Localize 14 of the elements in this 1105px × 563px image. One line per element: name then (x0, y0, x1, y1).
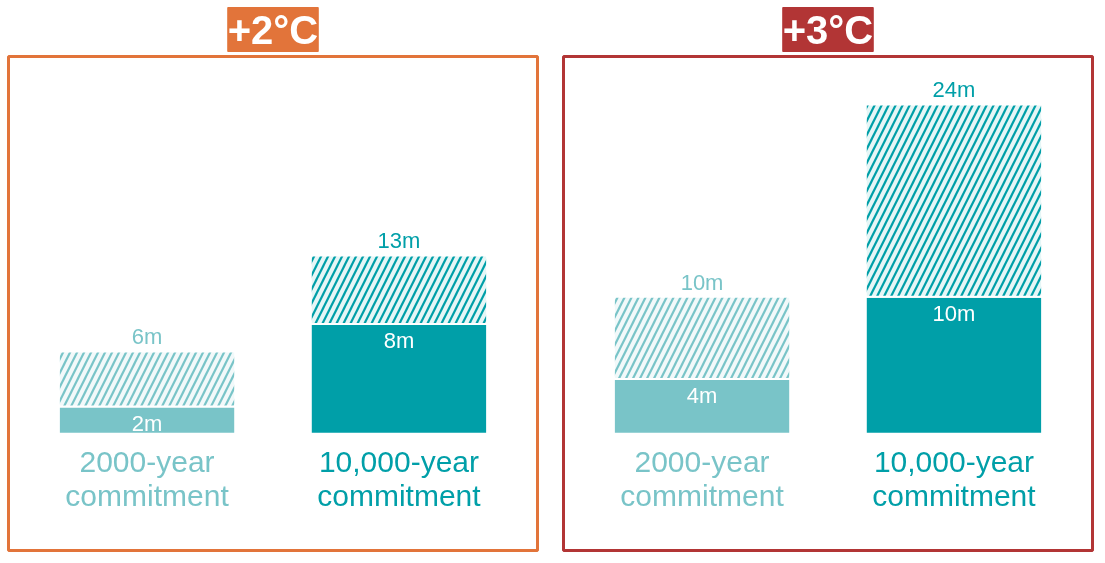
total-label: 10m (680, 269, 724, 295)
x-tick-label: 10,000-year commitment (872, 444, 1037, 513)
data-label: 8m (383, 328, 415, 354)
x-tick-label: 2000-year commitment (620, 444, 785, 513)
x-tick-label: 2000-year commitment (65, 444, 230, 513)
x-tick-label: 10,000-year commitment (317, 444, 482, 513)
data-label: 10m (932, 300, 976, 326)
chart-title: +2°C (227, 7, 319, 52)
total-label: 24m (932, 77, 976, 103)
data-label: 4m (686, 383, 718, 409)
total-label: 13m (377, 228, 421, 254)
chart-title: +3°C (782, 7, 874, 52)
total-label: 6m (131, 324, 163, 350)
data-label: 2m (131, 410, 163, 436)
